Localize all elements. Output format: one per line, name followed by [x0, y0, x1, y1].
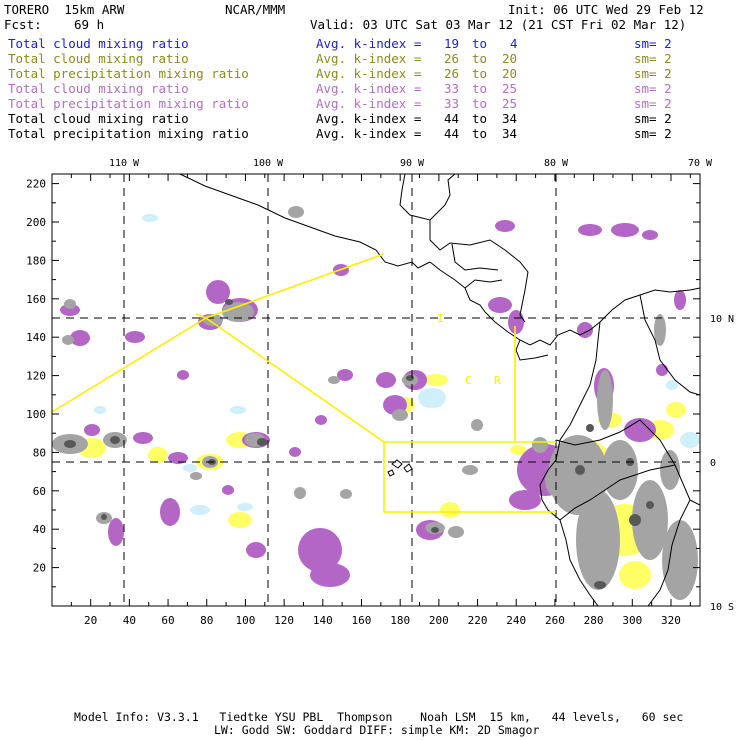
legend-row-field: Total cloud mixing ratio [8, 81, 189, 96]
legend-row-field: Total cloud mixing ratio [8, 36, 189, 51]
y-tick-label: 40 [33, 523, 46, 536]
x-tick-label: 240 [506, 614, 526, 627]
axis-ticks: 20 40 60 80 100 120 140 160 180 200 220 240 260 280 30… [26, 158, 734, 627]
longitude-label: 80 W [544, 158, 569, 169]
x-tick-label: 220 [468, 614, 488, 627]
legend-row-sm: sm= 2 [634, 51, 672, 66]
latitude-label: 10 S [710, 602, 734, 613]
center-name: NCAR/MMM [225, 2, 286, 17]
legend-row-value: 20 [502, 51, 518, 66]
legend-row-from: 44 [444, 111, 460, 126]
legend-row-sm: sm= 2 [634, 36, 672, 51]
latitude-label: 10 N [710, 314, 734, 325]
legend-row-value: 25 [502, 81, 518, 96]
x-tick-label: 300 [622, 614, 642, 627]
cloud-gray-layer [52, 206, 698, 600]
y-tick-label: 120 [26, 370, 46, 383]
y-tick-label: 140 [26, 331, 46, 344]
x-tick-label: 160 [352, 614, 372, 627]
model-info-line2: LW: Godd SW: Goddard DIFF: simple KM: 2D… [214, 723, 540, 737]
legend-row-field: Total cloud mixing ratio [8, 51, 189, 66]
y-tick-label: 200 [26, 216, 46, 229]
coastlines [179, 174, 700, 606]
legend-row-value: 34 [502, 111, 518, 126]
longitude-label: 70 W [688, 158, 713, 169]
legend-row-value: 20 [502, 66, 518, 81]
legend-row-kindex: Avg. k-index = [316, 51, 422, 66]
y-tick-label: 80 [33, 446, 46, 459]
init-time: Init: 06 UTC Wed 29 Feb 12 [508, 2, 704, 17]
legend-row-to: to [472, 111, 488, 126]
cloud-dark-layer [64, 299, 654, 589]
legend-row-from: 19 [444, 36, 460, 51]
x-tick-label: 200 [429, 614, 449, 627]
legend-row-from: 26 [444, 66, 460, 81]
cloud-light-layer [94, 214, 700, 515]
legend-row-field: Total precipitation mixing ratio [8, 96, 249, 111]
x-tick-label: 100 [235, 614, 255, 627]
x-tick-label: 80 [200, 614, 213, 627]
model-info-line1: Model Info: V3.3.1 Tiedtke YSU PBL Thomp… [74, 710, 684, 724]
legend-row-sm: sm= 2 [634, 111, 672, 126]
longitude-label: 100 W [253, 158, 284, 169]
forecast-label: Fcst: [4, 17, 42, 32]
map-frame [51, 173, 701, 607]
y-tick-label: 160 [26, 293, 46, 306]
legend-row-value: 25 [502, 96, 518, 111]
y-tick-label: 100 [26, 408, 46, 421]
legend-row-kindex: Avg. k-index = [316, 111, 422, 126]
legend-row-field: Total cloud mixing ratio [8, 111, 189, 126]
x-tick-label: 120 [274, 614, 294, 627]
legend-row-to: to [472, 126, 488, 141]
y-tick-label: 20 [33, 562, 46, 575]
region-letter-r: R [494, 374, 501, 387]
legend-row-from: 44 [444, 126, 460, 141]
valid-time: Valid: 03 UTC Sat 03 Mar 12 (21 CST Fri … [310, 17, 687, 32]
legend-row-sm: sm= 2 [634, 126, 672, 141]
longitude-label: 110 W [109, 158, 140, 169]
x-tick-label: 20 [84, 614, 97, 627]
legend-row-value: 34 [502, 126, 518, 141]
x-tick-label: 40 [123, 614, 136, 627]
x-tick-label: 180 [390, 614, 410, 627]
legend-row-kindex: Avg. k-index = [316, 96, 422, 111]
legend-row-kindex: Avg. k-index = [316, 126, 422, 141]
model-title: TORERO 15km ARW [4, 2, 125, 17]
legend-row-from: 33 [444, 81, 460, 96]
legend-row-kindex: Avg. k-index = [316, 81, 422, 96]
domain-boxes [51, 253, 556, 513]
legend-row-kindex: Avg. k-index = [316, 66, 422, 81]
latitude-label: 0 [710, 458, 716, 469]
legend-row-value: 4 [510, 36, 518, 51]
legend-row-from: 33 [444, 96, 460, 111]
legend-row-to: to [472, 81, 488, 96]
legend-row-sm: sm= 2 [634, 96, 672, 111]
legend-row-to: to [472, 36, 488, 51]
x-tick-label: 140 [313, 614, 333, 627]
x-tick-label: 320 [661, 614, 681, 627]
legend-row-from: 26 [444, 51, 460, 66]
legend-row-to: to [472, 51, 488, 66]
region-letter-i: I [437, 312, 444, 325]
legend-row-sm: sm= 2 [634, 81, 672, 96]
legend-row-to: to [472, 66, 488, 81]
map-fields [52, 206, 700, 600]
forecast-hour: 69 h [74, 17, 105, 32]
y-tick-label: 220 [26, 178, 46, 191]
longitude-label: 90 W [400, 158, 425, 169]
x-tick-label: 60 [161, 614, 174, 627]
latlon-grid [52, 174, 700, 606]
y-tick-label: 60 [33, 485, 46, 498]
legend-row-sm: sm= 2 [634, 66, 672, 81]
y-tick-label: 180 [26, 254, 46, 267]
legend-row-field: Total precipitation mixing ratio [8, 66, 249, 81]
x-tick-label: 260 [545, 614, 565, 627]
legend-row-kindex: Avg. k-index = [316, 36, 422, 51]
x-tick-label: 280 [584, 614, 604, 627]
legend-row-to: to [472, 96, 488, 111]
region-letter-c: C [465, 374, 472, 387]
legend-row-field: Total precipitation mixing ratio [8, 126, 249, 141]
